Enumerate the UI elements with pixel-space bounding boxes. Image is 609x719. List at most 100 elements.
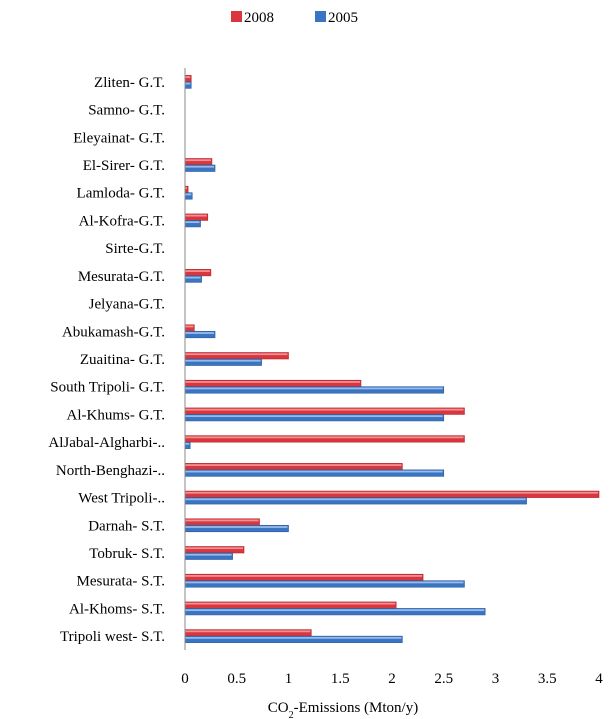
- x-tick-label: 2.5: [434, 671, 453, 687]
- bar-highlight: [185, 387, 443, 390]
- category-label: West Tripoli-..: [78, 491, 165, 507]
- bar-highlight: [185, 193, 192, 196]
- category-label: Darnah- S.T.: [88, 518, 165, 534]
- bar-highlight: [185, 553, 232, 556]
- legend-swatch-2008: [231, 11, 242, 22]
- category-label: South Tripoli- G.T.: [50, 380, 165, 396]
- category-label: Mesurata-G.T.: [78, 269, 165, 285]
- category-label: North-Benghazi-..: [56, 463, 165, 479]
- category-label: Al-Khoms- S.T.: [69, 601, 165, 617]
- x-axis-title: CO2-Emissions (Mton/y): [268, 700, 418, 719]
- bar-2005-18: [184, 552, 233, 560]
- legend-label-2008: 2008: [244, 10, 274, 26]
- bar-highlight: [185, 187, 188, 189]
- category-label: Al-Kofra-G.T.: [79, 213, 165, 229]
- bar-2005-20: [184, 608, 486, 616]
- bar-2005-8: [184, 275, 202, 283]
- category-label: Lamloda- G.T.: [77, 186, 165, 202]
- bar-highlight: [185, 381, 360, 383]
- bar-highlight: [185, 609, 485, 612]
- x-tick-label: 3: [492, 671, 500, 687]
- bar-highlight: [185, 575, 423, 577]
- category-label: Tripoli west- S.T.: [60, 629, 165, 645]
- bar-highlight: [185, 276, 201, 279]
- bar-2008-14: [184, 435, 465, 443]
- bar-highlight: [185, 547, 243, 550]
- bar-2008-4: [184, 158, 213, 166]
- category-label: Samno- G.T.: [88, 103, 165, 119]
- bar-2005-12: [184, 386, 445, 394]
- bar-2008-17: [184, 518, 260, 526]
- bar-2005-15: [184, 469, 445, 477]
- bar-highlight: [185, 82, 191, 85]
- bar-highlight: [185, 76, 191, 78]
- category-label: Abukamash-G.T.: [62, 324, 165, 340]
- bar-highlight: [185, 214, 207, 217]
- bar-2008-1: [184, 75, 192, 83]
- bar-highlight: [185, 470, 443, 473]
- bar-highlight: [185, 442, 190, 445]
- bar-highlight: [185, 436, 464, 439]
- legend-label-2005: 2005: [328, 10, 358, 26]
- category-label: Zliten- G.T.: [94, 75, 165, 91]
- category-label: El-Sirer- G.T.: [83, 158, 165, 174]
- bar-highlight: [185, 526, 288, 528]
- bar-2008-16: [184, 490, 600, 498]
- bar-2005-14: [184, 441, 191, 449]
- x-tick-label: 4: [595, 671, 603, 687]
- x-tick-label: 0: [181, 671, 189, 687]
- bar-2008-15: [184, 463, 403, 471]
- category-label: Jelyana-G.T.: [89, 297, 165, 313]
- category-label: Tobruk- S.T.: [89, 546, 165, 562]
- bar-2005-1: [184, 81, 192, 89]
- bar-2005-21: [184, 635, 403, 643]
- bar-2005-16: [184, 497, 527, 505]
- bar-highlight: [185, 165, 215, 168]
- bar-2005-19: [184, 580, 465, 588]
- bar-highlight: [185, 491, 598, 494]
- bar-2005-5: [184, 192, 193, 200]
- bar-2008-10: [184, 324, 195, 332]
- bar-highlight: [185, 159, 211, 162]
- bar-highlight: [185, 353, 288, 356]
- bar-2008-18: [184, 546, 245, 554]
- bar-highlight: [185, 464, 402, 466]
- category-label: AlJabal-Algharbi-..: [48, 435, 165, 451]
- x-tick-label: 1: [285, 671, 293, 687]
- bar-2008-13: [184, 407, 465, 415]
- x-tick-label: 0.5: [227, 671, 246, 687]
- category-label: Mesurata- S.T.: [77, 574, 165, 590]
- category-label: Al-Khums- G.T.: [67, 407, 165, 423]
- bar-highlight: [185, 408, 464, 411]
- bar-highlight: [185, 359, 261, 362]
- bar-2008-20: [184, 601, 397, 609]
- bar-highlight: [185, 270, 210, 272]
- bar-highlight: [185, 498, 526, 501]
- bar-highlight: [185, 415, 443, 418]
- bar-2008-12: [184, 379, 362, 388]
- x-tick-label: 1.5: [331, 671, 350, 687]
- bar-highlight: [185, 630, 311, 633]
- bar-highlight: [185, 602, 396, 605]
- category-label: Sirte-G.T.: [105, 241, 165, 257]
- bar-2005-11: [184, 358, 262, 366]
- plot-area: Zliten- G.T. Samno- G.T. Eleyainat- G.T. El…: [48, 68, 603, 687]
- bar-2008-19: [184, 573, 424, 582]
- legend: 2008 2005: [231, 10, 358, 26]
- bar-2008-6: [184, 213, 209, 221]
- bar-2005-13: [184, 414, 445, 422]
- bar-highlight: [185, 332, 215, 334]
- bar-2005-4: [184, 164, 216, 172]
- bar-2008-21: [184, 629, 312, 637]
- bar-2008-8: [184, 269, 212, 277]
- category-label: Zuaitina- G.T.: [80, 352, 165, 368]
- legend-swatch-2005: [315, 11, 326, 22]
- bar-highlight: [185, 519, 259, 522]
- bar-highlight: [185, 325, 194, 328]
- x-tick-label: 3.5: [538, 671, 557, 687]
- bar-2005-17: [184, 524, 289, 533]
- bar-2005-6: [184, 220, 201, 228]
- category-label: Eleyainat- G.T.: [73, 130, 165, 146]
- bar-2008-11: [184, 352, 289, 360]
